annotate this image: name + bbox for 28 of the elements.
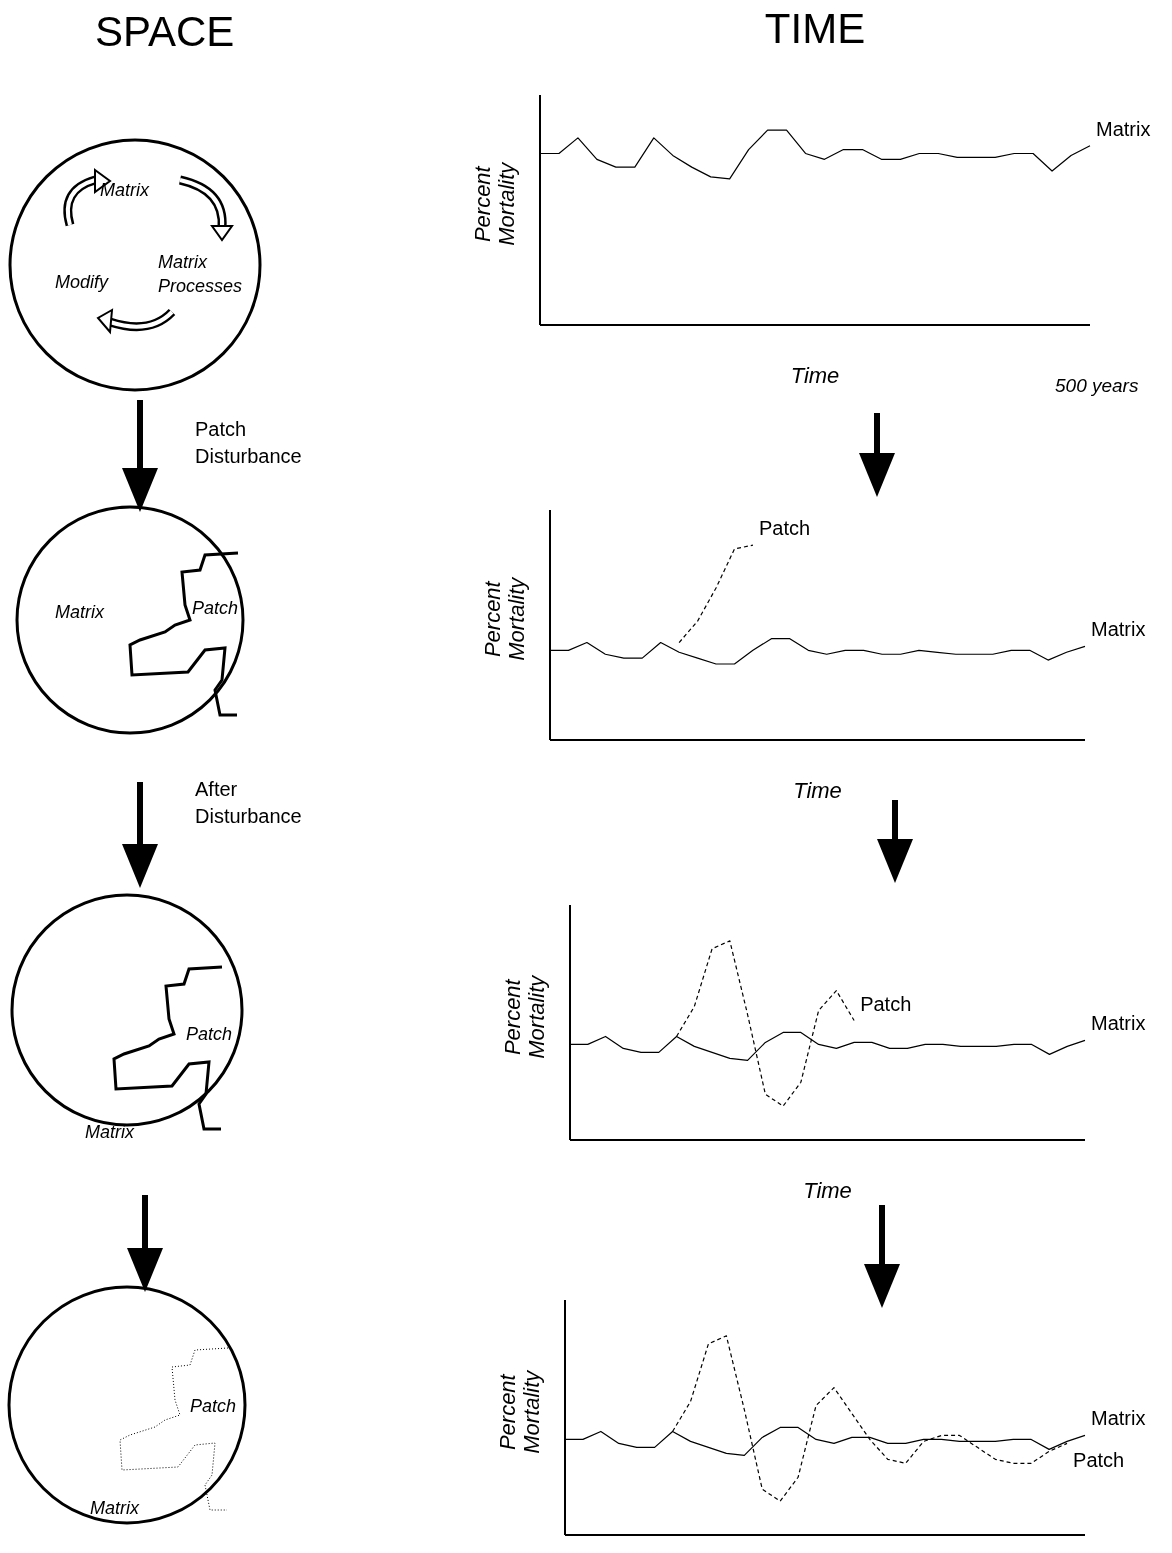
text: Matrix	[55, 601, 106, 624]
x-axis-title: Time	[792, 778, 843, 804]
y-axis-title: Percent Mortality	[494, 1369, 545, 1456]
text: Matrix	[90, 1497, 141, 1520]
series-label: Patch	[758, 517, 811, 540]
text: SPACE	[95, 8, 235, 56]
text: Patch	[186, 1023, 234, 1046]
text: Matrix Processes	[158, 251, 244, 299]
series-label: Patch	[860, 992, 912, 1015]
series-label: Patch	[1073, 1449, 1125, 1472]
x-axis-title: Time	[802, 1178, 853, 1204]
text: Patch	[192, 597, 240, 620]
y-axis-title: Percent Mortality	[479, 576, 530, 663]
text: Patch Disturbance	[195, 417, 303, 469]
series-label: Matrix	[1096, 117, 1151, 140]
text: Modify	[55, 271, 110, 294]
text: After Disturbance	[195, 777, 303, 829]
text: 500 years	[1055, 375, 1139, 397]
x-axis-title: Time	[790, 363, 840, 388]
chart-title: TIME	[763, 5, 867, 53]
series-label: Matrix	[1091, 1012, 1146, 1035]
text: Patch	[190, 1395, 238, 1418]
y-axis-title: Percent Mortality	[469, 161, 520, 248]
series-label: Matrix	[1091, 1407, 1146, 1430]
series-label: Matrix	[1091, 618, 1146, 641]
text: Matrix	[100, 179, 151, 202]
text: Matrix	[85, 1121, 136, 1144]
y-axis-title: Percent Mortality	[499, 974, 550, 1061]
